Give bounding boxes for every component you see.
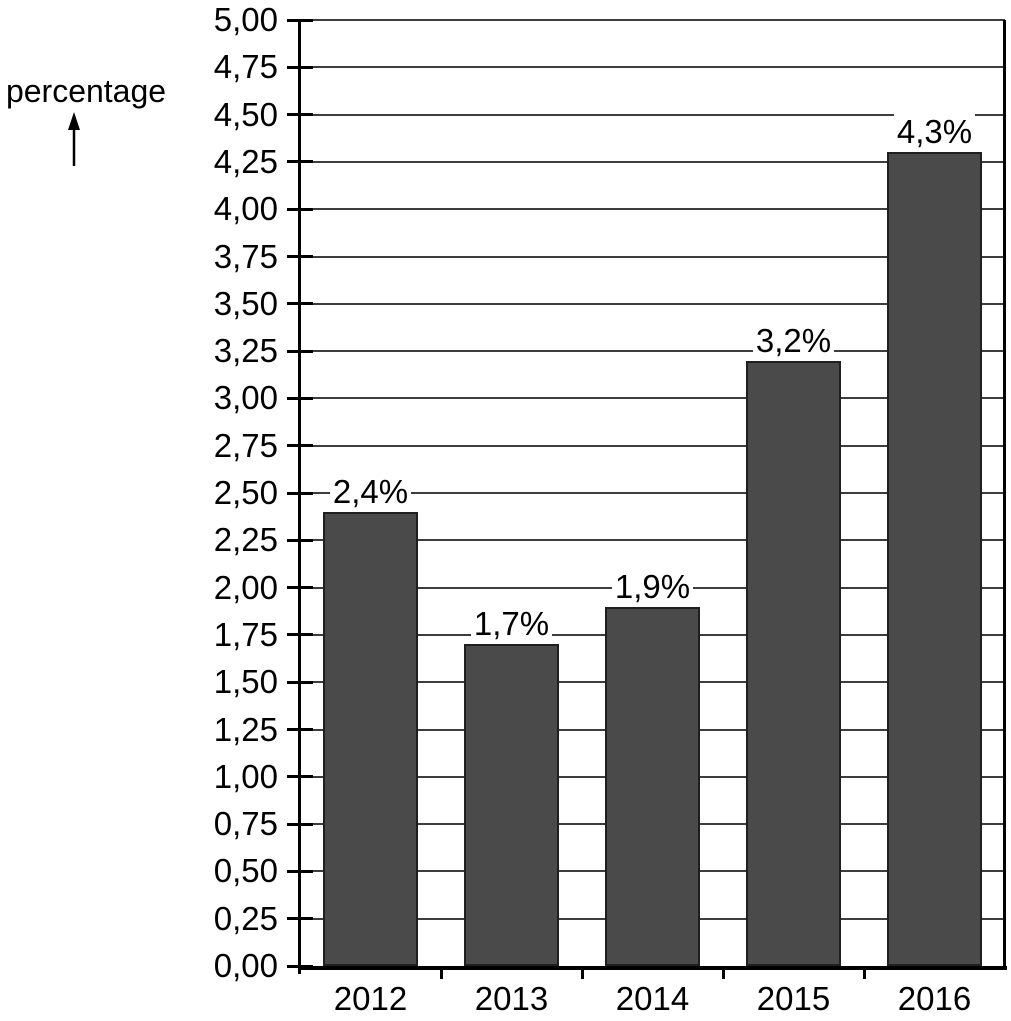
y-axis-tick (287, 160, 313, 164)
y-axis-tick-label: 0,50 (213, 852, 278, 890)
gridline (300, 350, 1005, 353)
y-axis-tick-label: 5,00 (213, 1, 278, 38)
y-axis-tick-label: 1,25 (213, 710, 278, 748)
y-axis-tick (287, 349, 313, 353)
bar-value-text: 1,9% (611, 567, 694, 605)
y-axis-tick-label: 3,25 (213, 332, 278, 370)
x-axis-tick-label: 2016 (897, 980, 972, 1017)
y-axis-tick (287, 680, 313, 684)
y-axis-tick-label: 3,75 (213, 237, 278, 275)
gridline (300, 444, 1005, 447)
x-axis-tick (439, 966, 443, 979)
y-axis-tick (287, 728, 313, 731)
y-axis-tick (287, 917, 313, 921)
gridline (300, 160, 1005, 163)
y-axis-tick-label: 2,50 (213, 474, 278, 511)
gridline (300, 492, 1005, 494)
bar (605, 606, 700, 966)
gridline (300, 397, 1005, 400)
y-axis-tick (287, 65, 313, 69)
bar (887, 152, 982, 966)
y-axis-tick-label: 1,50 (213, 663, 278, 701)
up-arrow-icon (68, 112, 80, 166)
bar-value-label: 1,9% (582, 567, 723, 605)
y-axis-tick (287, 869, 313, 873)
y-axis-tick-label: 4,25 (213, 142, 278, 180)
gridline (300, 19, 1005, 21)
y-axis-tick-label: 4,00 (213, 190, 278, 228)
y-axis-tick (287, 964, 313, 968)
y-axis-tick (287, 491, 313, 495)
bar-value-label: 2,4% (300, 472, 441, 510)
gridline (300, 66, 1005, 69)
y-axis-tick-label: 2,25 (213, 521, 278, 559)
bar-value-text: 2,4% (329, 472, 412, 510)
gridline (300, 113, 1005, 116)
bar (323, 511, 418, 966)
y-axis-tick (287, 396, 313, 400)
plot-right-border (1003, 20, 1006, 966)
gridline (300, 255, 1005, 258)
bar (746, 360, 841, 966)
gridline (300, 539, 1005, 542)
x-axis-tick-label: 2012 (333, 980, 408, 1017)
y-axis-tick-label: 3,50 (213, 284, 278, 322)
y-axis-tick (287, 113, 313, 117)
y-axis-tick (287, 538, 313, 542)
y-axis-tick (287, 586, 313, 590)
bar-value-text: 4,3% (893, 113, 976, 151)
y-axis-tick-label: 4,50 (213, 95, 278, 133)
x-axis-tick-label: 2013 (474, 980, 549, 1017)
x-axis-tick (721, 966, 725, 979)
gridline (300, 208, 1005, 211)
y-axis-tick-label: 4,75 (213, 48, 278, 86)
y-axis-tick (287, 302, 313, 306)
y-axis-tick-label: 3,00 (213, 379, 278, 417)
y-axis-tick-label: 1,00 (213, 757, 278, 795)
y-axis-tick (287, 18, 313, 22)
y-axis-tick-label: 1,75 (213, 615, 278, 653)
x-axis-tick (580, 966, 584, 979)
y-axis-tick-label: 2,00 (213, 568, 278, 606)
bar-value-text: 1,7% (470, 605, 553, 643)
bar-value-text: 3,2% (752, 321, 835, 359)
bar-value-label: 3,2% (723, 321, 864, 359)
y-axis-tick-label: 0,25 (213, 899, 278, 937)
x-axis-tick (862, 966, 866, 979)
x-axis-tick-label: 2014 (615, 980, 690, 1017)
y-axis-tick (287, 775, 313, 779)
y-axis-tick (287, 822, 313, 826)
plot-area: 5,00 4,75 4,50 4,25 4,00 3,75 3,50 3,25 3,00 2,75… (214, 1, 1007, 1017)
bar-value-label: 1,7% (441, 605, 582, 643)
bar (464, 644, 559, 966)
y-axis-tick (287, 207, 313, 211)
bar-value-label: 4,3% (864, 113, 1005, 151)
x-axis-tick-label: 2015 (756, 980, 831, 1017)
y-axis-tick-label: 0,00 (213, 947, 278, 984)
y-axis-tick-label: 2,75 (213, 426, 278, 464)
y-axis-title: percentage (5, 73, 167, 109)
y-axis-line (298, 20, 301, 974)
y-axis-tick (287, 444, 313, 448)
y-axis-tick-label: 0,75 (213, 805, 278, 843)
x-axis-line (298, 966, 1007, 970)
gridline (300, 302, 1005, 305)
y-axis-tick (287, 255, 313, 258)
y-axis-tick (287, 633, 313, 637)
